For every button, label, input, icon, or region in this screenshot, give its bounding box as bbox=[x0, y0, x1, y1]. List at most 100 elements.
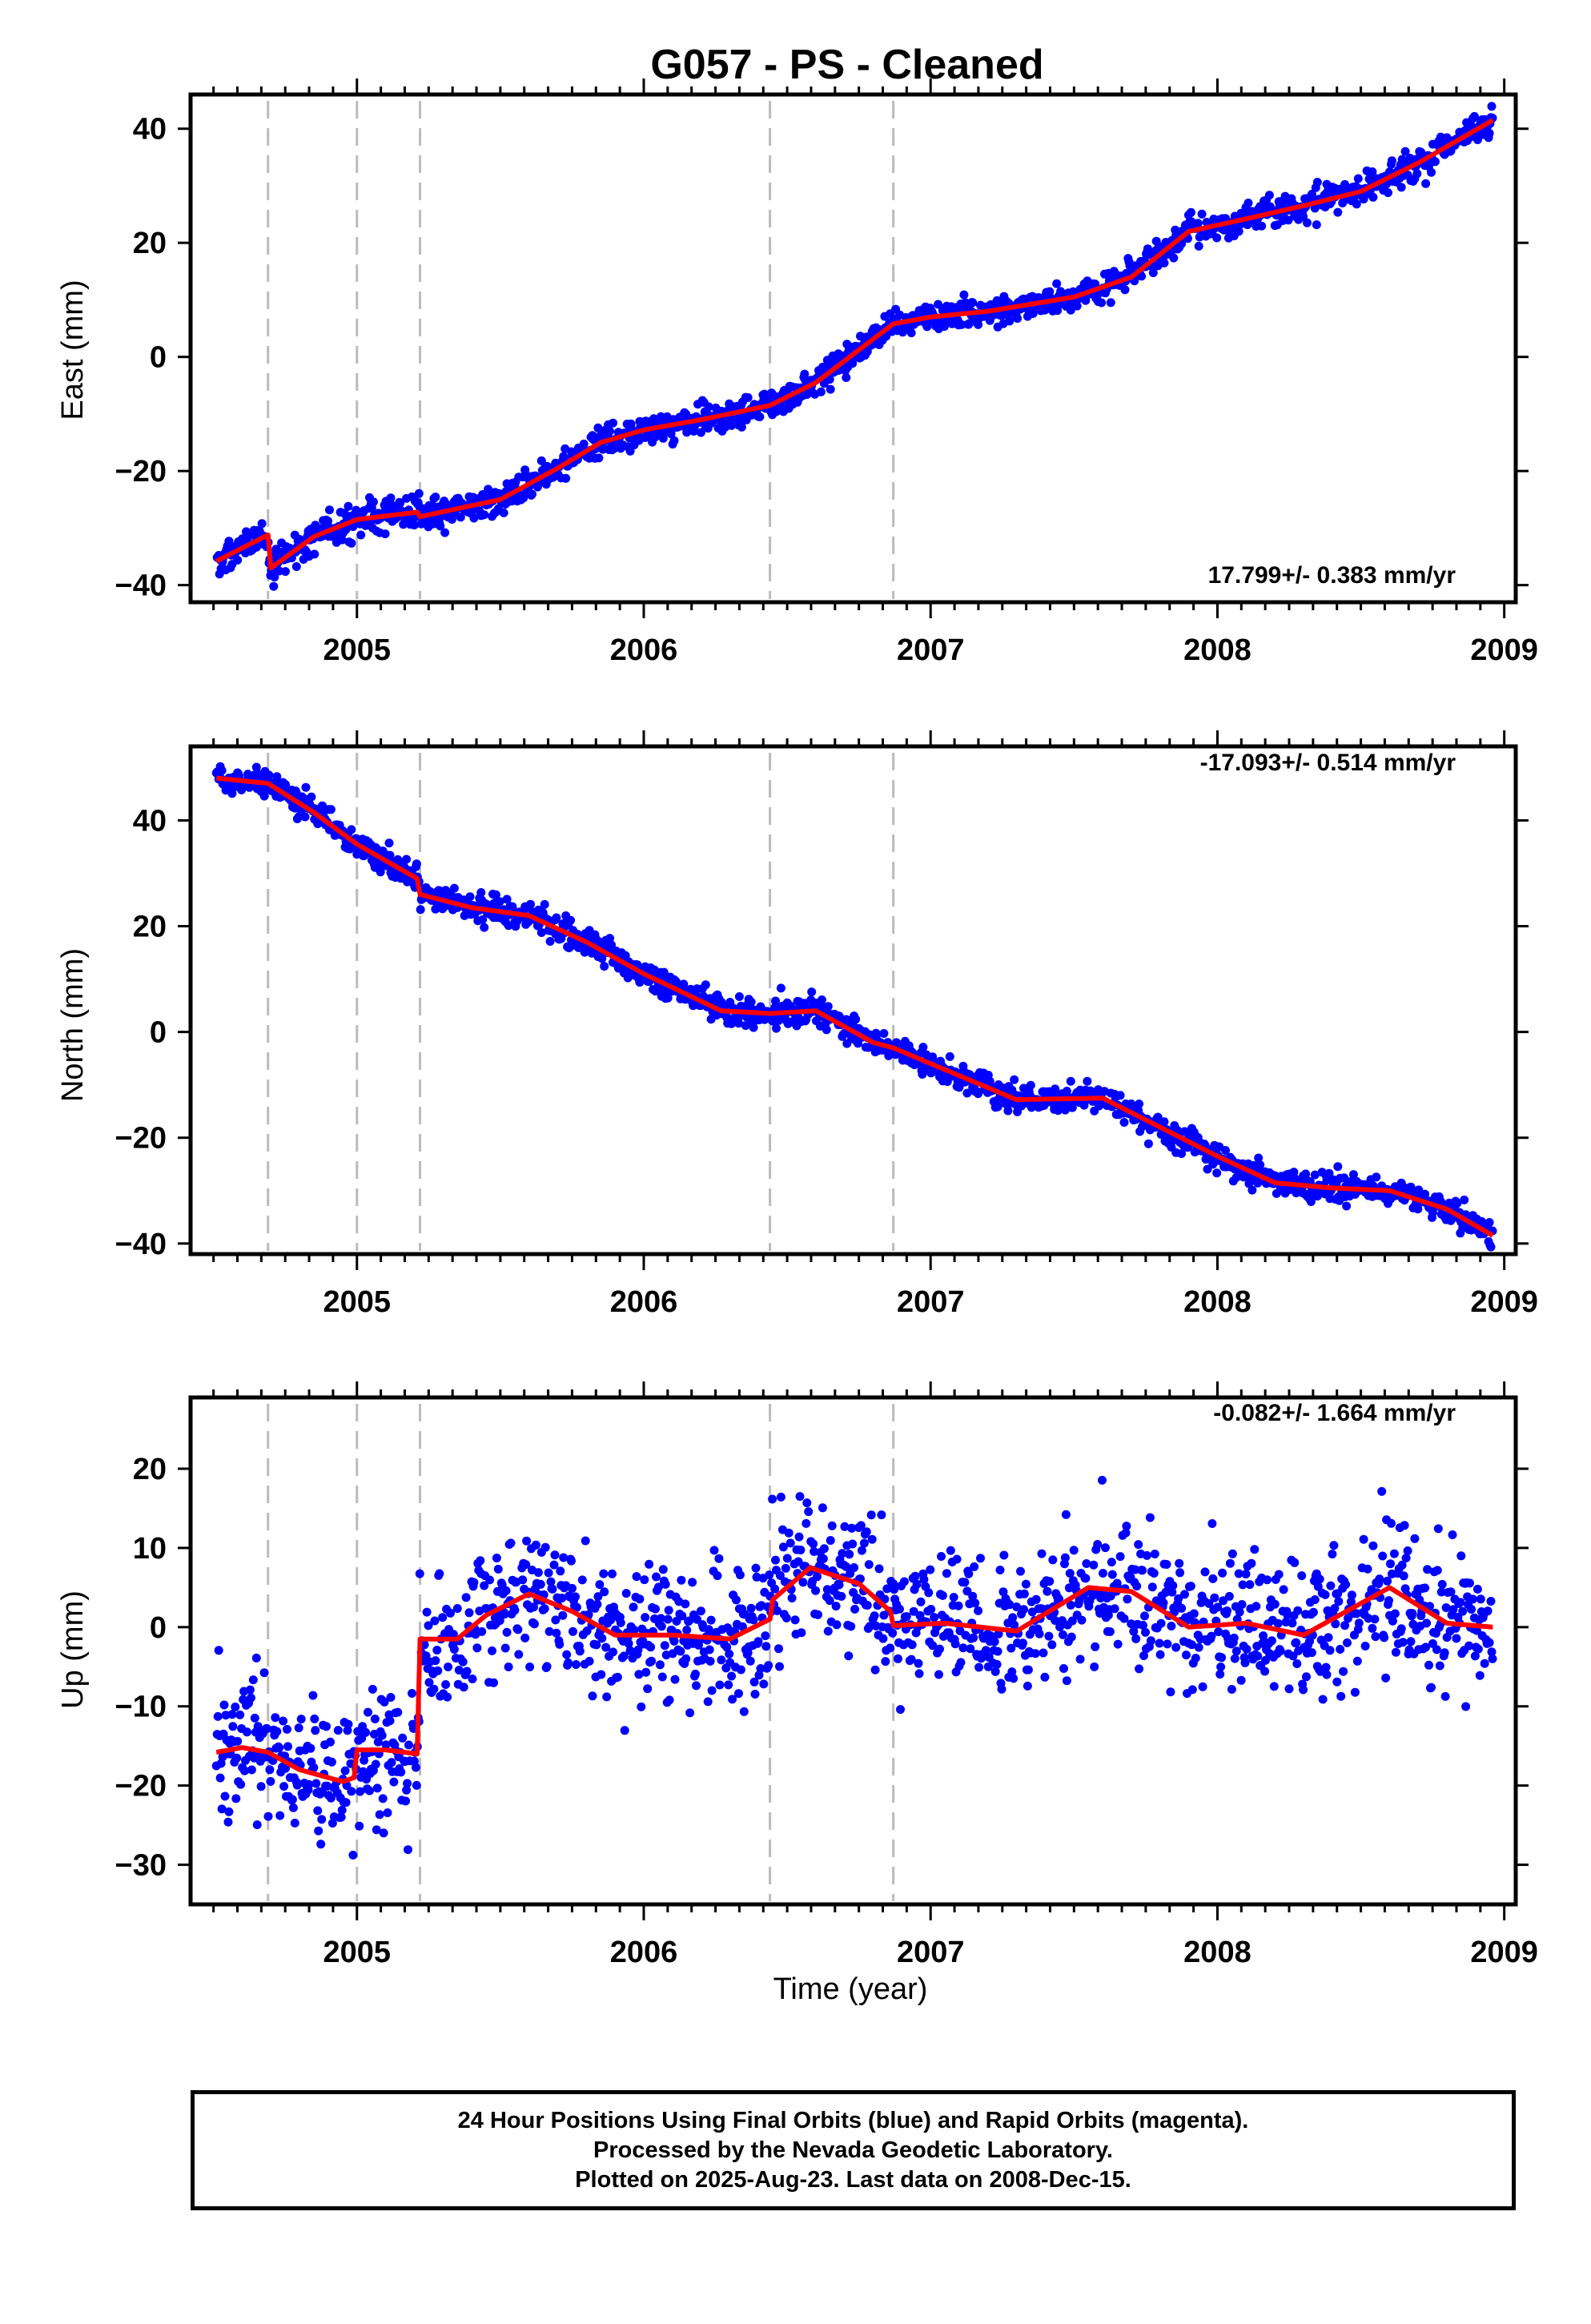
data-point bbox=[502, 1627, 512, 1637]
data-point bbox=[1031, 1594, 1041, 1604]
data-point bbox=[974, 1089, 983, 1099]
data-point bbox=[588, 1691, 597, 1701]
data-point bbox=[440, 528, 450, 537]
data-point bbox=[409, 521, 419, 530]
footer-box: 24 Hour Positions Using Final Orbits (bl… bbox=[191, 2090, 1516, 2210]
data-point bbox=[938, 1590, 947, 1600]
data-point bbox=[746, 997, 756, 1007]
data-point bbox=[459, 1683, 468, 1692]
data-point bbox=[959, 290, 969, 300]
x-tick-label: 2007 bbox=[897, 633, 965, 667]
data-point bbox=[1387, 156, 1396, 166]
data-point bbox=[414, 489, 424, 498]
data-point bbox=[311, 1779, 321, 1788]
data-point bbox=[245, 1685, 255, 1695]
data-point bbox=[663, 1614, 673, 1624]
data-point bbox=[1375, 1574, 1384, 1584]
data-point bbox=[1483, 1606, 1493, 1616]
data-point bbox=[1097, 298, 1107, 308]
data-point bbox=[1333, 1162, 1343, 1172]
data-point bbox=[707, 1686, 717, 1695]
x-tick-label: 2007 bbox=[897, 1285, 965, 1319]
data-point bbox=[558, 1610, 568, 1620]
up-rate-label: -0.082+/- 1.664 mm/yr bbox=[1213, 1400, 1456, 1426]
data-point bbox=[862, 1527, 871, 1537]
data-point bbox=[270, 573, 279, 582]
data-point bbox=[1399, 1571, 1408, 1581]
data-point bbox=[1216, 1663, 1226, 1671]
data-point bbox=[661, 1579, 670, 1589]
data-point bbox=[1400, 1521, 1409, 1530]
data-point bbox=[1448, 1530, 1457, 1539]
data-point bbox=[878, 1634, 888, 1643]
data-point bbox=[961, 298, 970, 308]
data-point bbox=[485, 1575, 494, 1585]
data-point bbox=[1485, 1218, 1494, 1227]
data-point bbox=[550, 1550, 560, 1560]
x-axis-title: Time (year) bbox=[773, 1972, 928, 2006]
data-point bbox=[564, 1658, 573, 1667]
data-point bbox=[770, 1584, 780, 1594]
data-point bbox=[669, 1636, 679, 1646]
data-point bbox=[1156, 1618, 1166, 1628]
data-point bbox=[1018, 1638, 1027, 1648]
data-point bbox=[1487, 102, 1497, 111]
data-point bbox=[775, 1662, 784, 1671]
data-point bbox=[396, 498, 405, 508]
data-point bbox=[635, 978, 645, 987]
data-point bbox=[540, 899, 549, 909]
data-point bbox=[1252, 1602, 1261, 1611]
data-point bbox=[469, 513, 479, 523]
data-point bbox=[807, 987, 817, 997]
footer-line-3: Plotted on 2025-Aug-23. Last data on 200… bbox=[575, 2166, 1131, 2193]
data-point bbox=[1254, 1153, 1264, 1163]
data-point bbox=[1044, 1631, 1054, 1641]
data-point bbox=[1430, 157, 1440, 167]
data-point bbox=[974, 1663, 984, 1672]
data-point bbox=[469, 1578, 479, 1587]
data-point bbox=[899, 1577, 909, 1586]
data-point bbox=[544, 1568, 553, 1578]
data-point bbox=[831, 1602, 841, 1611]
data-point bbox=[325, 505, 334, 515]
data-point bbox=[1191, 1654, 1200, 1663]
data-point bbox=[1398, 1638, 1408, 1647]
data-point bbox=[307, 792, 316, 802]
data-point bbox=[347, 538, 356, 548]
data-point bbox=[368, 1684, 377, 1694]
data-point bbox=[1043, 1586, 1052, 1596]
y-tick-label: 0 bbox=[150, 341, 167, 375]
data-point bbox=[846, 1622, 856, 1631]
data-point bbox=[533, 1568, 543, 1578]
data-points bbox=[211, 762, 1497, 1252]
data-point bbox=[704, 402, 713, 412]
data-point bbox=[646, 1642, 656, 1652]
data-point bbox=[398, 1733, 408, 1743]
data-point bbox=[1242, 1644, 1252, 1654]
data-point bbox=[526, 899, 535, 909]
data-point bbox=[1320, 1590, 1330, 1599]
data-point bbox=[1270, 1599, 1280, 1609]
model-curve bbox=[215, 775, 1495, 1238]
data-point bbox=[1333, 207, 1343, 217]
data-point bbox=[663, 993, 673, 1003]
data-point bbox=[850, 1604, 860, 1614]
data-point bbox=[378, 1794, 388, 1803]
data-point bbox=[999, 1550, 1009, 1560]
data-point bbox=[279, 1782, 289, 1791]
data-point bbox=[741, 1021, 750, 1031]
data-point bbox=[629, 1602, 638, 1612]
data-point bbox=[259, 791, 269, 801]
data-point bbox=[1083, 1076, 1092, 1086]
data-point bbox=[1250, 1545, 1260, 1554]
data-point bbox=[1166, 1687, 1175, 1697]
data-point bbox=[536, 928, 546, 937]
data-point bbox=[355, 1821, 364, 1831]
data-point bbox=[1469, 111, 1479, 121]
data-point bbox=[341, 1798, 351, 1807]
data-point bbox=[504, 1663, 513, 1671]
data-point bbox=[525, 1663, 535, 1671]
data-point bbox=[1019, 1589, 1029, 1598]
data-point bbox=[348, 1851, 358, 1860]
